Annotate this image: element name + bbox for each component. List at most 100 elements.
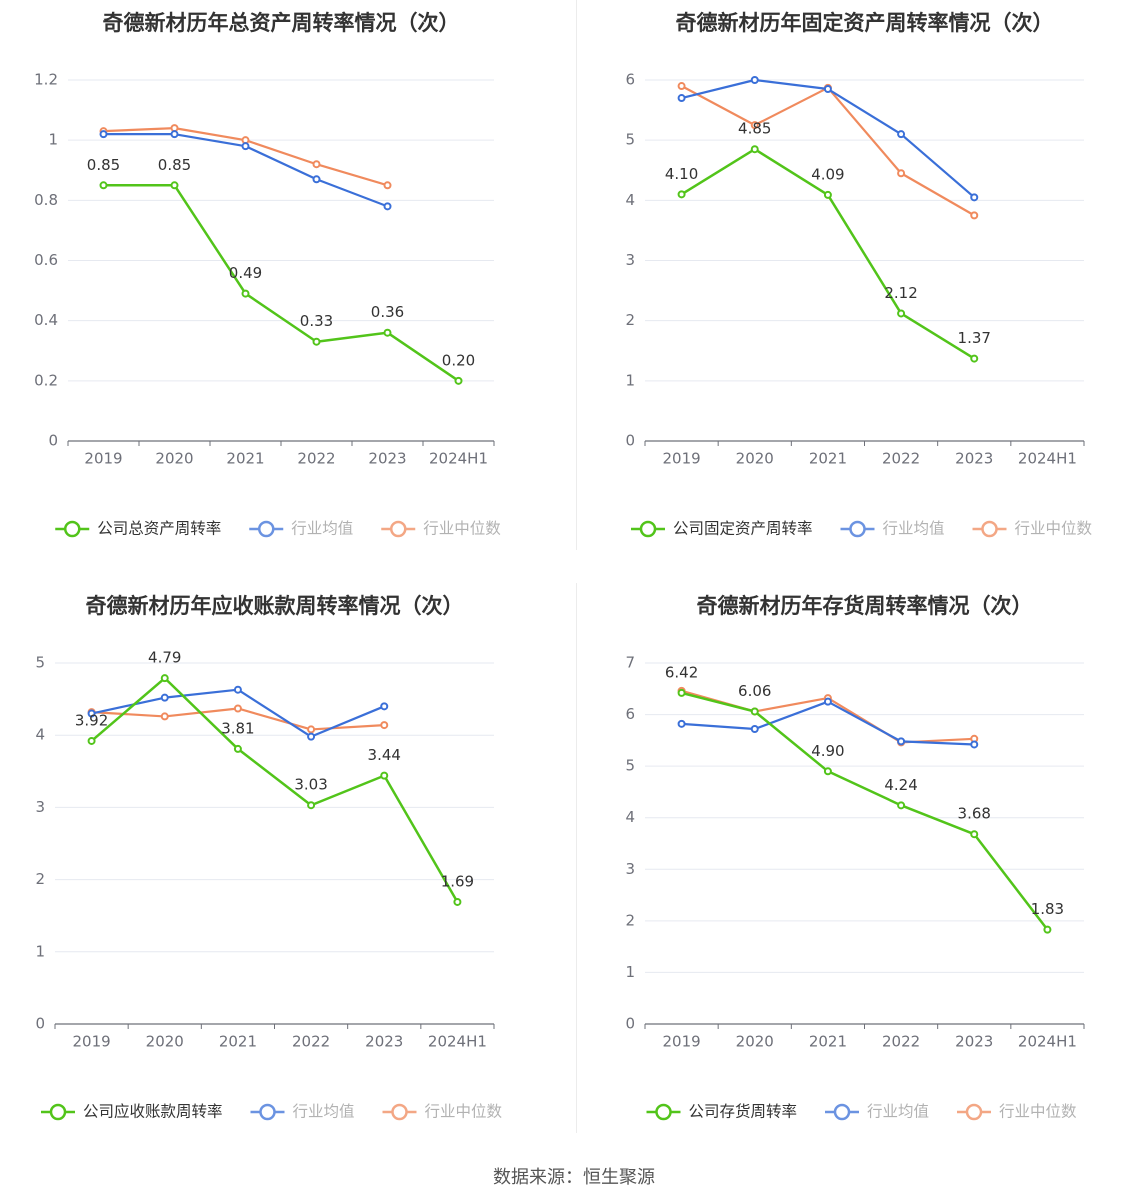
legend-item[interactable]: 公司固定资产周转率 bbox=[631, 520, 813, 538]
data-point[interactable] bbox=[160, 693, 169, 702]
y-tick-label: 5 bbox=[625, 131, 635, 149]
data-point[interactable] bbox=[383, 328, 392, 337]
legend-circle-icon bbox=[965, 1103, 983, 1121]
data-point[interactable] bbox=[307, 732, 316, 741]
legend-item[interactable]: 行业中位数 bbox=[381, 520, 501, 538]
legend-label: 行业均值 bbox=[883, 520, 945, 538]
y-tick-label: 6 bbox=[625, 705, 635, 723]
data-point[interactable] bbox=[897, 801, 906, 810]
data-source-footer: 数据来源：恒生聚源 bbox=[493, 1167, 655, 1188]
data-point[interactable] bbox=[307, 725, 316, 734]
data-point[interactable] bbox=[380, 721, 389, 730]
data-point[interactable] bbox=[380, 771, 389, 780]
data-point[interactable] bbox=[750, 121, 759, 130]
data-point[interactable] bbox=[750, 145, 759, 154]
legend-item[interactable]: 行业均值 bbox=[840, 520, 945, 538]
legend-item[interactable]: 公司应收账款周转率 bbox=[41, 1102, 223, 1121]
data-point[interactable] bbox=[383, 181, 392, 190]
data-point[interactable] bbox=[380, 702, 389, 711]
data-point[interactable] bbox=[823, 697, 832, 706]
y-tick-label: 2 bbox=[35, 870, 45, 888]
x-tick-label: 2020 bbox=[155, 450, 193, 468]
y-tick-label: 1 bbox=[625, 963, 635, 981]
y-tick-label: 1 bbox=[35, 942, 45, 960]
data-point[interactable] bbox=[677, 190, 686, 199]
data-point[interactable] bbox=[750, 725, 759, 734]
data-point[interactable] bbox=[970, 193, 979, 202]
data-point[interactable] bbox=[99, 181, 108, 190]
x-tick-label: 2024H1 bbox=[429, 450, 488, 468]
data-point[interactable] bbox=[454, 376, 463, 385]
data-point[interactable] bbox=[750, 76, 759, 84]
series-line bbox=[90, 676, 459, 903]
data-point[interactable] bbox=[823, 190, 832, 199]
data-point[interactable] bbox=[233, 744, 242, 753]
legend-item[interactable]: 行业均值 bbox=[249, 520, 353, 538]
data-point[interactable] bbox=[160, 674, 169, 683]
chart-panel-total-asset-turnover: 奇德新材历年总资产周转率情况（次） 0 0.2 0.4 0.6 0.8 1 1.2 2019 20… bbox=[0, 0, 574, 583]
data-label: 4.24 bbox=[884, 776, 917, 794]
data-point[interactable] bbox=[970, 211, 979, 220]
data-point[interactable] bbox=[233, 704, 242, 713]
y-tick-label: 3 bbox=[625, 860, 635, 878]
data-point[interactable] bbox=[453, 897, 462, 906]
chart-title: 奇德新材历年存货周转率情况（次） bbox=[697, 594, 1033, 618]
data-point[interactable] bbox=[897, 309, 906, 318]
data-point[interactable] bbox=[87, 709, 96, 718]
y-tick-label: 2 bbox=[625, 311, 635, 329]
data-point[interactable] bbox=[897, 169, 906, 178]
y-tick-label: 6 bbox=[625, 71, 635, 89]
data-point[interactable] bbox=[1043, 925, 1052, 934]
y-tick-label: 1 bbox=[48, 131, 58, 149]
legend-item[interactable]: 行业中位数 bbox=[957, 1103, 1077, 1121]
data-point[interactable] bbox=[312, 337, 321, 346]
y-tick-label: 4 bbox=[625, 191, 635, 209]
x-tick-label: 2022 bbox=[882, 450, 920, 468]
data-point[interactable] bbox=[99, 130, 108, 139]
data-point[interactable] bbox=[897, 737, 906, 746]
legend-item[interactable]: 行业中位数 bbox=[972, 520, 1093, 538]
data-point[interactable] bbox=[823, 767, 832, 776]
data-point[interactable] bbox=[970, 830, 979, 839]
legend-item[interactable]: 行业均值 bbox=[250, 1103, 355, 1121]
data-point[interactable] bbox=[307, 801, 316, 810]
legend-item[interactable]: 公司总资产周转率 bbox=[55, 520, 221, 538]
data-point[interactable] bbox=[312, 160, 321, 169]
data-point[interactable] bbox=[160, 712, 169, 721]
x-tick-label: 2021 bbox=[219, 1033, 257, 1051]
legend-item[interactable]: 行业中位数 bbox=[382, 1103, 503, 1121]
series-line bbox=[681, 700, 975, 746]
data-point[interactable] bbox=[677, 688, 686, 697]
data-point[interactable] bbox=[312, 175, 321, 184]
data-point[interactable] bbox=[970, 740, 979, 749]
data-point[interactable] bbox=[241, 142, 250, 151]
chart-title: 奇德新材历年总资产周转率情况（次） bbox=[103, 11, 460, 35]
data-point[interactable] bbox=[87, 736, 96, 745]
data-point[interactable] bbox=[383, 202, 392, 211]
data-label: 4.85 bbox=[738, 120, 771, 138]
data-point[interactable] bbox=[677, 82, 686, 91]
x-tick-label: 2022 bbox=[292, 1033, 330, 1051]
data-label: 1.83 bbox=[1031, 900, 1064, 918]
legend-item[interactable]: 公司存货周转率 bbox=[646, 1103, 798, 1121]
legend-label: 公司固定资产周转率 bbox=[673, 520, 813, 538]
y-tick-label: 5 bbox=[35, 654, 45, 672]
legend-item[interactable]: 行业均值 bbox=[825, 1103, 929, 1121]
data-point[interactable] bbox=[241, 289, 250, 298]
chart-svg-receivables-turnover: 奇德新材历年应收账款周转率情况（次） 0 1 2 3 4 5 2019 2020 2021 2022… bbox=[35, 594, 503, 1121]
legend-circle-icon bbox=[655, 1103, 672, 1121]
data-point[interactable] bbox=[677, 94, 686, 103]
data-point[interactable] bbox=[677, 719, 686, 728]
data-point[interactable] bbox=[233, 685, 242, 694]
x-tick-label: 2023 bbox=[365, 1033, 403, 1051]
y-tick-label: 3 bbox=[35, 798, 45, 816]
data-point[interactable] bbox=[170, 181, 179, 190]
data-point[interactable] bbox=[750, 707, 759, 716]
data-point[interactable] bbox=[170, 130, 179, 139]
y-tick-label: 3 bbox=[625, 251, 635, 269]
data-point[interactable] bbox=[897, 130, 906, 139]
x-tick-label: 2019 bbox=[72, 1033, 110, 1051]
chart-panel-inventory-turnover: 奇德新材历年存货周转率情况（次） 0 1 2 3 4 5 6 7 2019 2020 2021 2022… bbox=[574, 583, 1148, 1166]
data-point[interactable] bbox=[970, 354, 979, 363]
data-point[interactable] bbox=[823, 85, 832, 94]
